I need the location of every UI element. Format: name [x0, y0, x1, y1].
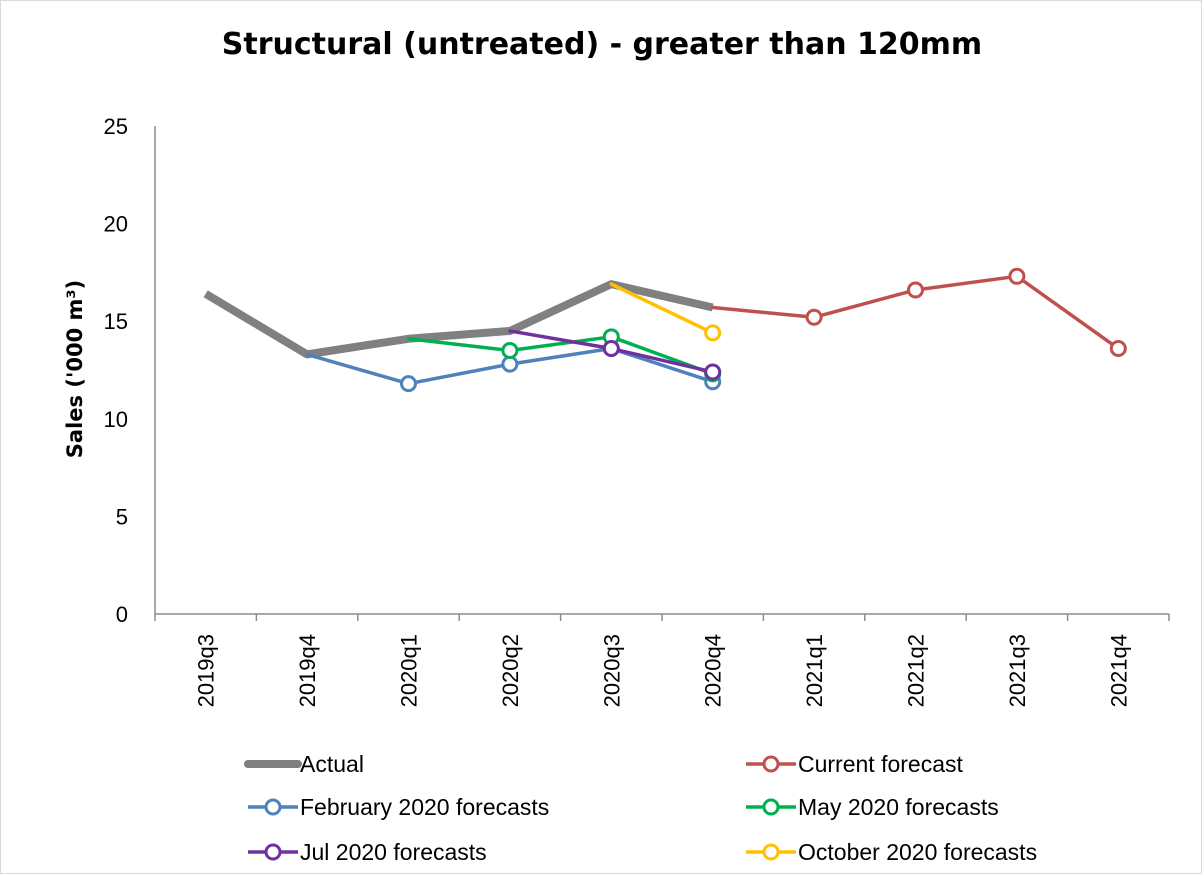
series-jul-2020-forecasts — [508, 329, 722, 381]
data-point — [1008, 267, 1026, 285]
data-point — [1109, 340, 1127, 358]
series-line-actual — [203, 280, 714, 359]
x-tick-label: 2021q2 — [904, 634, 929, 707]
legend-swatch-marker — [762, 843, 780, 861]
legend-item-october-2020-forecasts: October 2020 forecasts — [746, 839, 1037, 865]
legend-label: Jul 2020 forecasts — [300, 839, 487, 865]
legend-item-may-2020-forecasts: May 2020 forecasts — [746, 794, 999, 820]
x-tick-label: 2021q3 — [1005, 634, 1030, 707]
x-tick-label: 2020q3 — [599, 634, 624, 707]
y-tick-label: 5 — [116, 504, 128, 529]
y-tick-label: 10 — [104, 407, 128, 432]
legend-item-february-2020-forecasts: February 2020 forecasts — [248, 794, 549, 820]
legend-item-actual: Actual — [244, 751, 364, 777]
series-line-october-2020-forecasts — [609, 282, 715, 335]
data-point — [907, 281, 924, 299]
data-point — [501, 355, 519, 373]
data-point — [501, 341, 519, 359]
series-october-2020-forecasts — [609, 282, 722, 342]
data-point — [805, 308, 823, 326]
x-tick-label: 2020q4 — [701, 634, 726, 707]
series-current-forecast — [710, 267, 1127, 358]
x-tick-label: 2019q3 — [194, 634, 219, 707]
legend-label: Current forecast — [798, 751, 964, 777]
legend-item-current-forecast: Current forecast — [746, 751, 964, 777]
y-tick-label: 15 — [104, 309, 128, 334]
x-tick-label: 2019q4 — [295, 634, 320, 707]
legend-label: February 2020 forecasts — [300, 794, 549, 820]
axes: 0 5 10 15 20 25 2019q3 2019q4 2020q1 2020q2 2020q3… — [104, 114, 1170, 707]
legend-swatch-marker — [762, 798, 780, 816]
data-point — [602, 340, 620, 358]
x-tick-label: 2021q4 — [1106, 634, 1131, 707]
legend-swatch-marker — [264, 843, 282, 861]
legend-label: May 2020 forecasts — [798, 794, 999, 820]
legend-swatch-marker — [264, 798, 282, 816]
x-tick-label: 2020q2 — [498, 634, 523, 707]
x-tick-label: 2021q1 — [802, 634, 827, 707]
y-axis-label: Sales ('000 m³) — [63, 280, 87, 458]
data-point — [400, 375, 417, 393]
y-tick-label: 25 — [104, 114, 128, 139]
series-line-may-2020-forecasts — [406, 335, 715, 376]
y-tick-label: 0 — [116, 602, 128, 627]
y-tick-label: 20 — [104, 212, 128, 237]
x-tick-label: 2020q1 — [397, 634, 422, 707]
legend-label: October 2020 forecasts — [798, 839, 1037, 865]
chart-title: Structural (untreated) - greater than 12… — [222, 27, 982, 62]
data-point — [704, 363, 722, 381]
legend-swatch-marker — [762, 755, 780, 773]
data-point — [704, 324, 722, 342]
series-layer — [203, 267, 1127, 393]
legend-label: Actual — [300, 751, 364, 777]
legend: Actual Current forecast February 2020 fore… — [244, 751, 1037, 865]
series-actual — [203, 280, 714, 359]
legend-item-jul-2020-forecasts: Jul 2020 forecasts — [248, 839, 487, 865]
